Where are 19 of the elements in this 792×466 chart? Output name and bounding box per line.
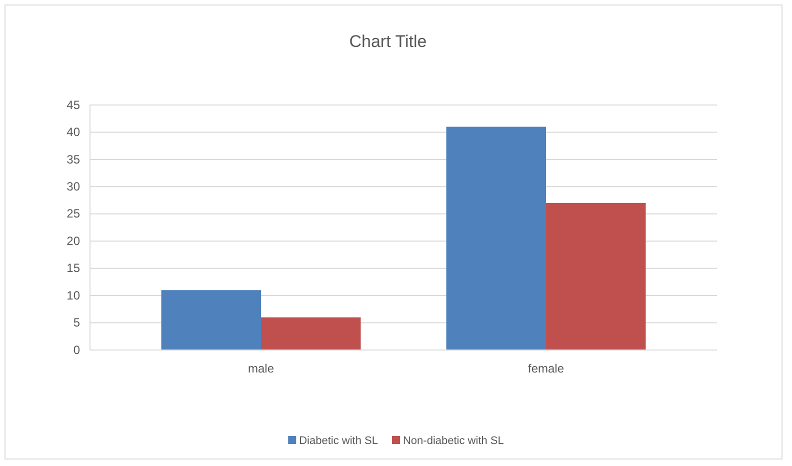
bar bbox=[161, 290, 261, 350]
bar bbox=[546, 203, 646, 350]
bar bbox=[261, 317, 361, 350]
y-tick-label: 30 bbox=[66, 180, 80, 194]
y-tick-label: 20 bbox=[66, 234, 80, 248]
y-tick-label: 0 bbox=[73, 342, 80, 357]
bar bbox=[446, 126, 546, 350]
legend-label: Non-diabetic with SL bbox=[402, 435, 504, 447]
x-tick-label: female bbox=[528, 362, 564, 376]
y-tick-label: 10 bbox=[66, 288, 80, 302]
y-tick-label: 15 bbox=[66, 261, 80, 276]
y-tick-label: 35 bbox=[66, 152, 80, 166]
y-tick-label: 5 bbox=[73, 316, 80, 330]
y-tick-label: 45 bbox=[66, 98, 80, 112]
y-tick-label: 40 bbox=[66, 125, 80, 140]
y-tick-label: 25 bbox=[66, 206, 80, 221]
chart-title: Chart Title bbox=[349, 32, 427, 51]
x-tick-label: male bbox=[248, 362, 274, 376]
legend-label: Diabetic with SL bbox=[299, 435, 378, 447]
